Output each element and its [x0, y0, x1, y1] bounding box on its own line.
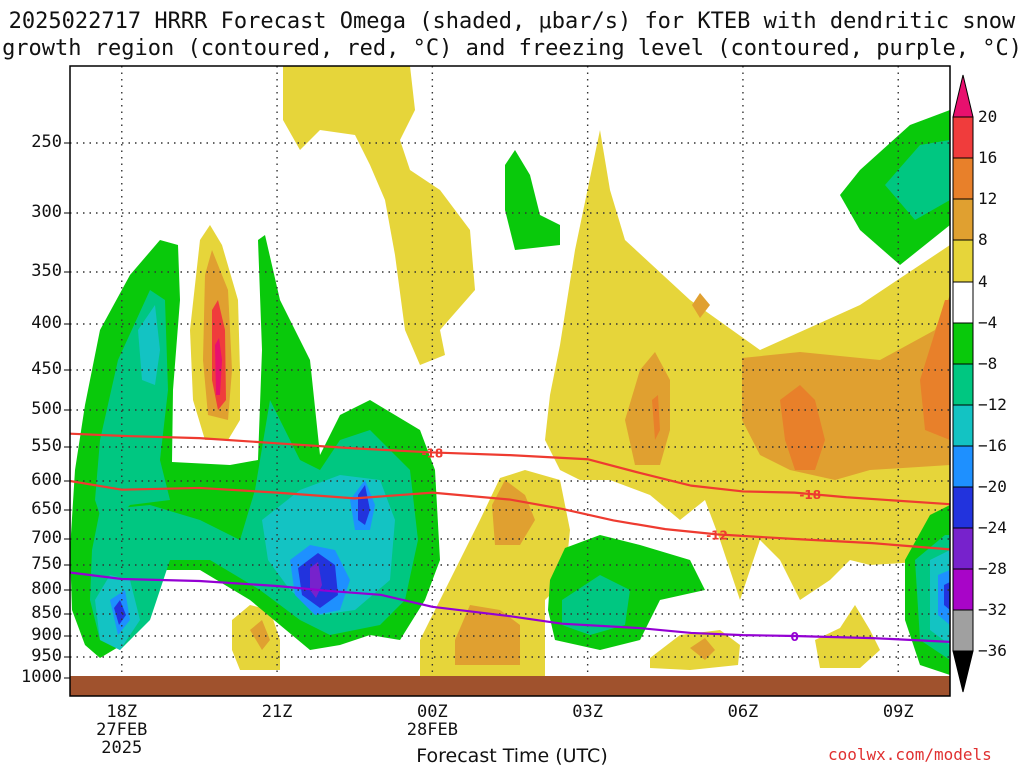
contour-label--12: -12 [706, 528, 728, 542]
colorbar-band-9 [952, 445, 974, 488]
y-tick-label-500: 500 [31, 399, 62, 419]
x-tick-label-00Z: 00Z [416, 702, 448, 722]
y-tick-label-900: 900 [31, 625, 62, 645]
chart-title-line1: 2025022717 HRRR Forecast Omega (shaded, … [8, 9, 1016, 34]
y-tick-label-450: 450 [31, 359, 62, 379]
y-tick-label-950: 950 [31, 646, 62, 666]
contour-lines: -18 -18 -12 0 [70, 432, 950, 644]
y-tick-label-400: 400 [31, 313, 62, 333]
colorbar-band-13 [952, 609, 974, 652]
colorbar-label--20: −20 [978, 477, 1007, 496]
omega-region-deep-orange [780, 385, 825, 470]
omega-region-mid-orange [492, 480, 535, 545]
grid [64, 66, 950, 696]
contour-line--18 [70, 432, 950, 506]
y-tick-label-550: 550 [31, 436, 62, 456]
contour-label-0: 0 [791, 630, 799, 644]
colorbar-label--28: −28 [978, 559, 1007, 578]
y-tick-label-250: 250 [31, 132, 62, 152]
colorbar-band-5 [952, 281, 974, 324]
colorbar-label--36: −36 [978, 641, 1007, 660]
colorbar-label--12: −12 [978, 395, 1007, 414]
colorbar-band-4 [952, 239, 974, 283]
x-tick-label-18Z-sub1: 27FEB [96, 720, 148, 740]
y-tick-label-1000: 1000 [21, 667, 62, 687]
contour-label--18: -18 [799, 488, 821, 502]
colorbar-label-4: 4 [978, 272, 988, 291]
colorbar-label--24: −24 [978, 518, 1007, 537]
colorbar-label--32: −32 [978, 600, 1007, 619]
colorbar-band-3 [952, 198, 974, 241]
x-axis-title: Forecast Time (UTC) [416, 745, 608, 767]
ground-bar [70, 676, 950, 696]
colorbar [952, 74, 974, 693]
omega-region-upper-mid-green [505, 150, 560, 250]
colorbar-label--4: −4 [978, 313, 998, 332]
colorbar-band-1 [952, 116, 974, 159]
credit-text: coolwx.com/models [828, 745, 992, 764]
x-tick-label-09Z: 09Z [882, 702, 914, 722]
chart-title-line2: growth region (contoured, red, °C) and f… [2, 36, 1022, 61]
colorbar-band-6 [952, 322, 974, 365]
x-tick-label-18Z: 18Z [106, 702, 138, 722]
omega-region-darkblue-small [114, 600, 126, 625]
contour-line-0 [70, 571, 950, 643]
omega-region-teal-mid [562, 575, 630, 635]
colorbar-band-2 [952, 157, 974, 200]
colorbar-band-12 [952, 568, 974, 611]
omega-region-small-orange [250, 620, 270, 650]
x-tick-label-03Z: 03Z [572, 702, 603, 722]
y-tick-label-350: 350 [31, 261, 62, 281]
omega-region-darkblue-right [944, 582, 950, 610]
x-tick-label-21Z: 21Z [261, 702, 293, 722]
y-tick-label-300: 300 [31, 202, 62, 222]
colorbar-label-12: 12 [978, 189, 998, 208]
omega-region-teal-upper-right [885, 140, 950, 220]
colorbar-band-11 [952, 527, 974, 570]
omega-region-orange-c [692, 293, 710, 318]
omega-shading [70, 66, 950, 680]
colorbar-label--16: −16 [978, 436, 1007, 455]
colorbar-label-8: 8 [978, 230, 988, 249]
omega-region-darkblue-upper [358, 485, 370, 525]
y-tick-label-700: 700 [31, 528, 62, 548]
x-tick-label-06Z: 06Z [727, 702, 759, 722]
colorbar-label--8: −8 [978, 354, 998, 373]
omega-region-cyan-upper [138, 305, 160, 385]
y-tick-label-600: 600 [31, 470, 62, 490]
omega-region-small-deep [652, 395, 660, 440]
y-tick-label-800: 800 [31, 579, 62, 599]
colorbar-top-arrow [952, 74, 974, 118]
y-tick-label-750: 750 [31, 554, 62, 574]
omega-region-orange-a [625, 352, 670, 465]
colorbar-label-20: 20 [978, 107, 998, 126]
x-tick-label-00Z-sub1: 28FEB [406, 720, 458, 740]
omega-region-magenta [215, 338, 222, 395]
contour-label--18: -18 [422, 446, 444, 460]
colorbar-bottom-arrow [952, 650, 974, 693]
omega-region-upper-yellow [283, 66, 475, 365]
x-tick-label-18Z-sub2: 2025 [101, 738, 143, 758]
colorbar-label-16: 16 [978, 148, 998, 167]
contour-line--12 [70, 479, 950, 551]
omega-region-lower-orange [455, 605, 520, 665]
plot-frame [69, 65, 951, 697]
colorbar-band-7 [952, 363, 974, 406]
y-tick-label-650: 650 [31, 499, 62, 519]
y-tick-label-850: 850 [31, 603, 62, 623]
colorbar-band-10 [952, 486, 974, 529]
omega-region-small-orange-2 [690, 638, 715, 660]
colorbar-band-8 [952, 404, 974, 447]
